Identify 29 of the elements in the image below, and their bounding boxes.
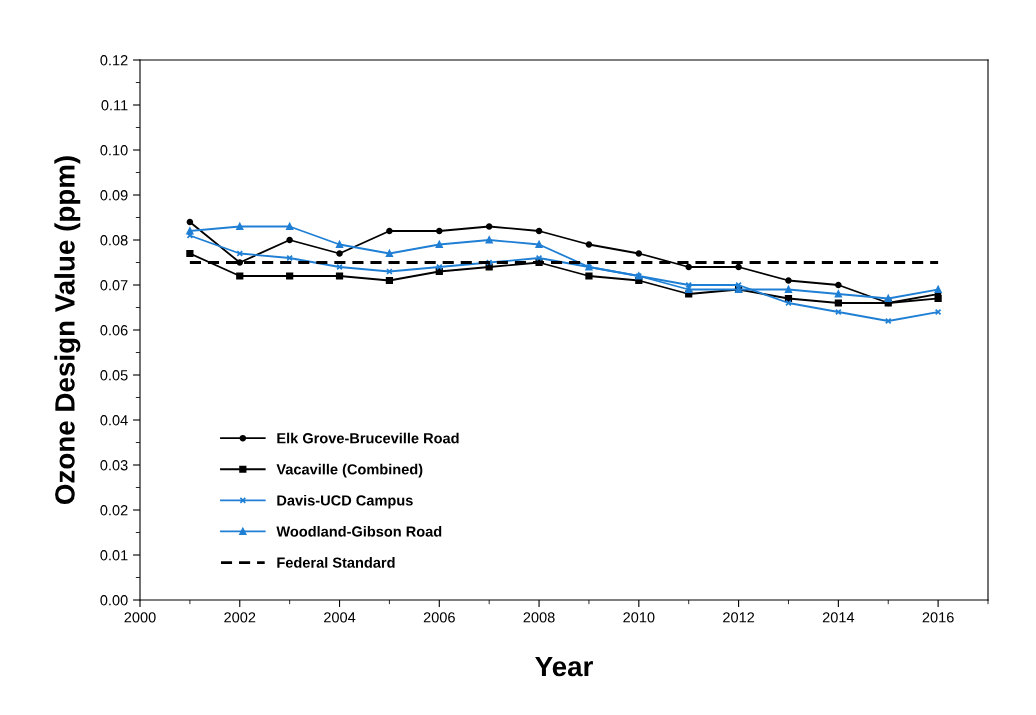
x-tick-label: 2012 (723, 612, 755, 623)
x-tick-label: 2004 (324, 612, 356, 623)
y-tick-label: 0.00 (100, 595, 128, 606)
y-tick-label: 0.05 (100, 370, 128, 381)
legend-label: Vacaville (Combined) (276, 463, 423, 478)
y-tick-label: 0.10 (100, 145, 128, 156)
y-tick-label: 0.07 (100, 280, 128, 291)
legend-label: Elk Grove-Bruceville Road (277, 432, 459, 444)
x-tick-label: 2006 (423, 612, 455, 623)
x-tick-label: 2000 (124, 612, 156, 623)
y-tick-label: 0.11 (101, 100, 128, 111)
y-axis-title: Ozone Design Value (ppm) (54, 156, 81, 505)
x-axis-title: Year (535, 656, 593, 677)
y-tick-label: 0.06 (100, 325, 128, 336)
y-tick-label: 0.08 (100, 235, 128, 246)
x-tick-label: 2016 (922, 612, 954, 623)
legend-label: Federal Standard (277, 557, 395, 568)
y-tick-label: 0.09 (100, 190, 128, 201)
y-tick-label: 0.04 (100, 415, 128, 426)
x-tick-label: 2008 (523, 612, 555, 623)
x-tick-label: 2014 (822, 612, 855, 623)
y-tick-label: 0.02 (100, 505, 128, 516)
x-tick-label: 2002 (224, 612, 256, 623)
legend-label: Davis-UCD Campus (277, 494, 413, 509)
y-tick-label: 0.03 (100, 460, 128, 471)
y-tick-label: 0.01 (100, 550, 128, 561)
x-tick-label: 2010 (623, 612, 655, 623)
y-tick-label: 0.12 (100, 55, 128, 66)
legend-label: Woodland-Gibson Road (276, 525, 442, 537)
